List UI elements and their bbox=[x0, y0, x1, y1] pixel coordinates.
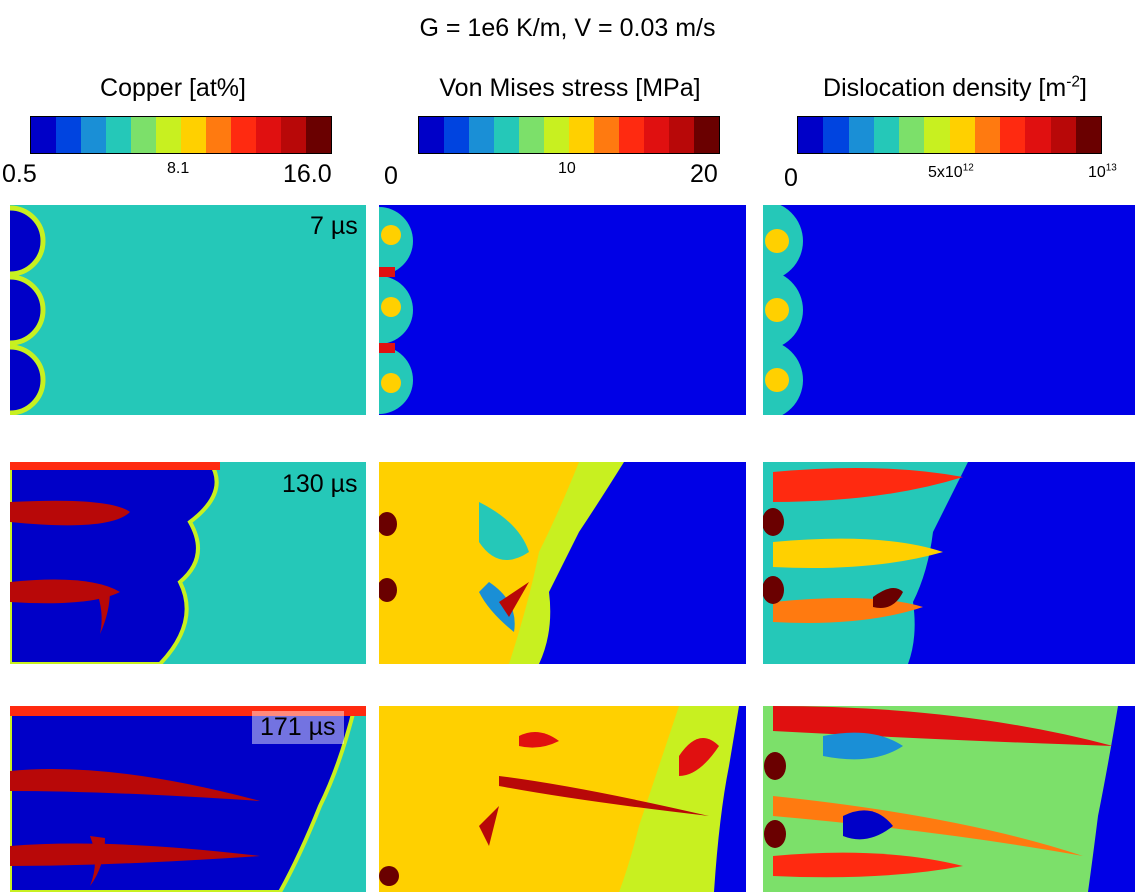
colorbar-tick-min-dislocation: 0 bbox=[784, 164, 798, 192]
colorbar-title-copper: Copper [at%] bbox=[100, 74, 246, 102]
colorbar-swatch bbox=[899, 117, 925, 153]
colorbar-swatch bbox=[81, 117, 106, 153]
time-label-row3: 171 µs bbox=[252, 711, 344, 744]
colorbar-tick-mid-dislocation: 5x1012 bbox=[928, 162, 974, 181]
colorbar-swatch bbox=[231, 117, 256, 153]
colorbar-title-stress: Von Mises stress [MPa] bbox=[439, 74, 701, 102]
colorbar-swatch bbox=[206, 117, 231, 153]
colorbar-swatch bbox=[444, 117, 469, 153]
colorbar-swatch bbox=[949, 117, 975, 153]
colorbar-tick-max-stress: 20 bbox=[690, 160, 718, 188]
colorbar-swatch bbox=[519, 117, 544, 153]
figure-title: G = 1e6 K/m, V = 0.03 m/s bbox=[419, 14, 716, 42]
colorbar-swatch bbox=[31, 117, 56, 153]
colorbar-swatch bbox=[669, 117, 694, 153]
colorbar-swatch bbox=[56, 117, 81, 153]
colorbar-title-dislocation: Dislocation density [m-2] bbox=[823, 73, 1087, 102]
colorbar-swatch bbox=[469, 117, 494, 153]
time-label-row1: 7 µs bbox=[310, 212, 358, 240]
dislocation-map-row1 bbox=[763, 205, 1135, 415]
colorbar-swatch bbox=[256, 117, 281, 153]
stress-map-row3 bbox=[379, 706, 746, 892]
colorbar-swatch bbox=[1075, 117, 1101, 153]
stress-map-row1 bbox=[379, 205, 746, 415]
colorbar-swatch bbox=[974, 117, 1000, 153]
colorbar-swatch bbox=[1000, 117, 1026, 153]
colorbar-swatch bbox=[494, 117, 519, 153]
stress-map-row2 bbox=[379, 462, 746, 664]
colorbar-swatch bbox=[619, 117, 644, 153]
colorbar-swatch bbox=[694, 117, 719, 153]
dislocation-map-row2 bbox=[763, 462, 1135, 664]
colorbar-swatch bbox=[181, 117, 206, 153]
copper-map-row1 bbox=[10, 205, 366, 415]
colorbar-swatch bbox=[156, 117, 181, 153]
time-label-row2: 130 µs bbox=[282, 470, 358, 498]
colorbar-swatch bbox=[281, 117, 306, 153]
colorbar-dislocation bbox=[797, 116, 1102, 154]
colorbar-copper bbox=[30, 116, 332, 154]
colorbar-swatch bbox=[873, 117, 899, 153]
colorbar-swatch bbox=[798, 117, 824, 153]
colorbar-swatch bbox=[569, 117, 594, 153]
copper-map-row2 bbox=[10, 462, 366, 664]
colorbar-swatch bbox=[131, 117, 156, 153]
colorbar-stress bbox=[418, 116, 720, 154]
copper-map-row3 bbox=[10, 706, 366, 892]
colorbar-tick-max-dislocation: 1013 bbox=[1088, 162, 1117, 181]
colorbar-swatch bbox=[419, 117, 444, 153]
colorbar-tick-mid-stress: 10 bbox=[558, 160, 576, 177]
colorbar-tick-max-copper: 16.0 bbox=[283, 160, 332, 188]
colorbar-swatch bbox=[544, 117, 569, 153]
colorbar-swatch bbox=[306, 117, 331, 153]
colorbar-tick-mid-copper: 8.1 bbox=[167, 160, 190, 177]
colorbar-swatch bbox=[106, 117, 131, 153]
colorbar-swatch bbox=[1025, 117, 1051, 153]
colorbar-swatch bbox=[594, 117, 619, 153]
colorbar-swatch bbox=[1050, 117, 1076, 153]
dislocation-map-row3 bbox=[763, 706, 1135, 892]
colorbar-tick-min-stress: 0 bbox=[384, 162, 398, 190]
colorbar-swatch bbox=[823, 117, 849, 153]
colorbar-tick-min-copper: 0.5 bbox=[2, 160, 37, 188]
colorbar-swatch bbox=[644, 117, 669, 153]
colorbar-swatch bbox=[848, 117, 874, 153]
colorbar-swatch bbox=[924, 117, 950, 153]
